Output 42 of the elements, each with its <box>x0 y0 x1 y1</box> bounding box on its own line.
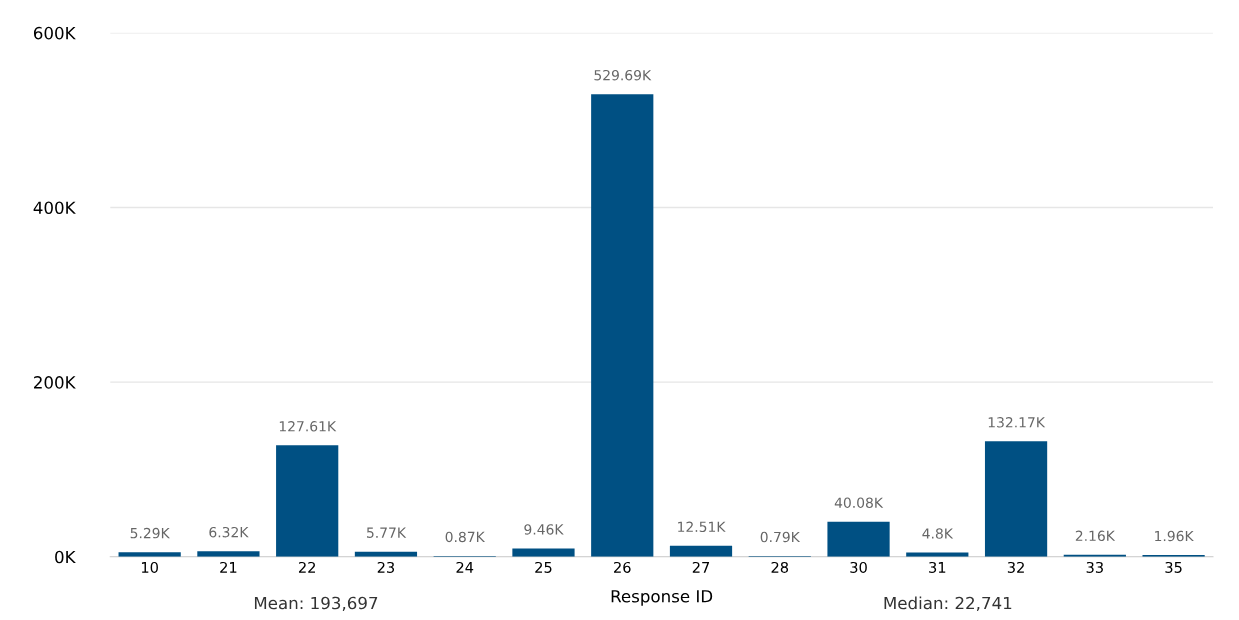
x-tick-label: 31 <box>929 561 946 573</box>
data-label: 0.79K <box>760 531 801 543</box>
data-label: 0.87K <box>445 531 486 543</box>
x-tick-label: 27 <box>692 561 710 573</box>
x-tick-label: 28 <box>771 561 789 573</box>
y-tick-label: 600K <box>33 26 76 40</box>
bar <box>827 521 890 557</box>
x-tick-label: 25 <box>535 561 552 573</box>
data-label: 40.08K <box>834 497 884 508</box>
data-label: 5.77K <box>367 527 407 538</box>
bar <box>512 548 575 557</box>
text: Mean: 193,697 <box>254 596 378 612</box>
data-label: 127.61K <box>279 421 337 432</box>
data-label: 9.46K <box>524 524 564 535</box>
bar <box>669 545 733 557</box>
y-tick-label: 400K <box>33 201 76 215</box>
data-label: 132.17K <box>988 417 1046 428</box>
data-label: 529.69K <box>594 69 652 81</box>
bar <box>984 441 1048 557</box>
data-label: 5.29K <box>130 527 170 539</box>
x-tick-label: 23 <box>377 561 395 573</box>
y-tick-label: 200K <box>34 376 76 389</box>
x-tick-label: 32 <box>1007 561 1024 573</box>
data-label: 2.16K <box>1075 530 1116 542</box>
x-tick-label: 30 <box>850 561 867 573</box>
x-tick-label: 22 <box>298 561 315 573</box>
x-tick-label: 21 <box>220 561 237 573</box>
data-label: 4.8K <box>922 528 954 539</box>
x-tick-label: 35 <box>1165 561 1182 573</box>
x-tick-label: 26 <box>614 561 631 573</box>
x-axis-title: Response ID <box>611 590 713 606</box>
x-tick-label: 24 <box>456 561 474 573</box>
bar <box>591 94 654 557</box>
bar <box>276 445 339 557</box>
data-label: 1.96K <box>1155 530 1194 542</box>
data-label: 12.51K <box>678 521 726 533</box>
bar <box>197 551 260 557</box>
text: Median: 22,741 <box>884 596 1012 612</box>
data-label: 6.32K <box>209 526 249 538</box>
x-tick-label: 33 <box>1086 561 1103 573</box>
y-tick-label: 0K <box>55 550 76 564</box>
x-tick-label: 10 <box>141 561 158 573</box>
